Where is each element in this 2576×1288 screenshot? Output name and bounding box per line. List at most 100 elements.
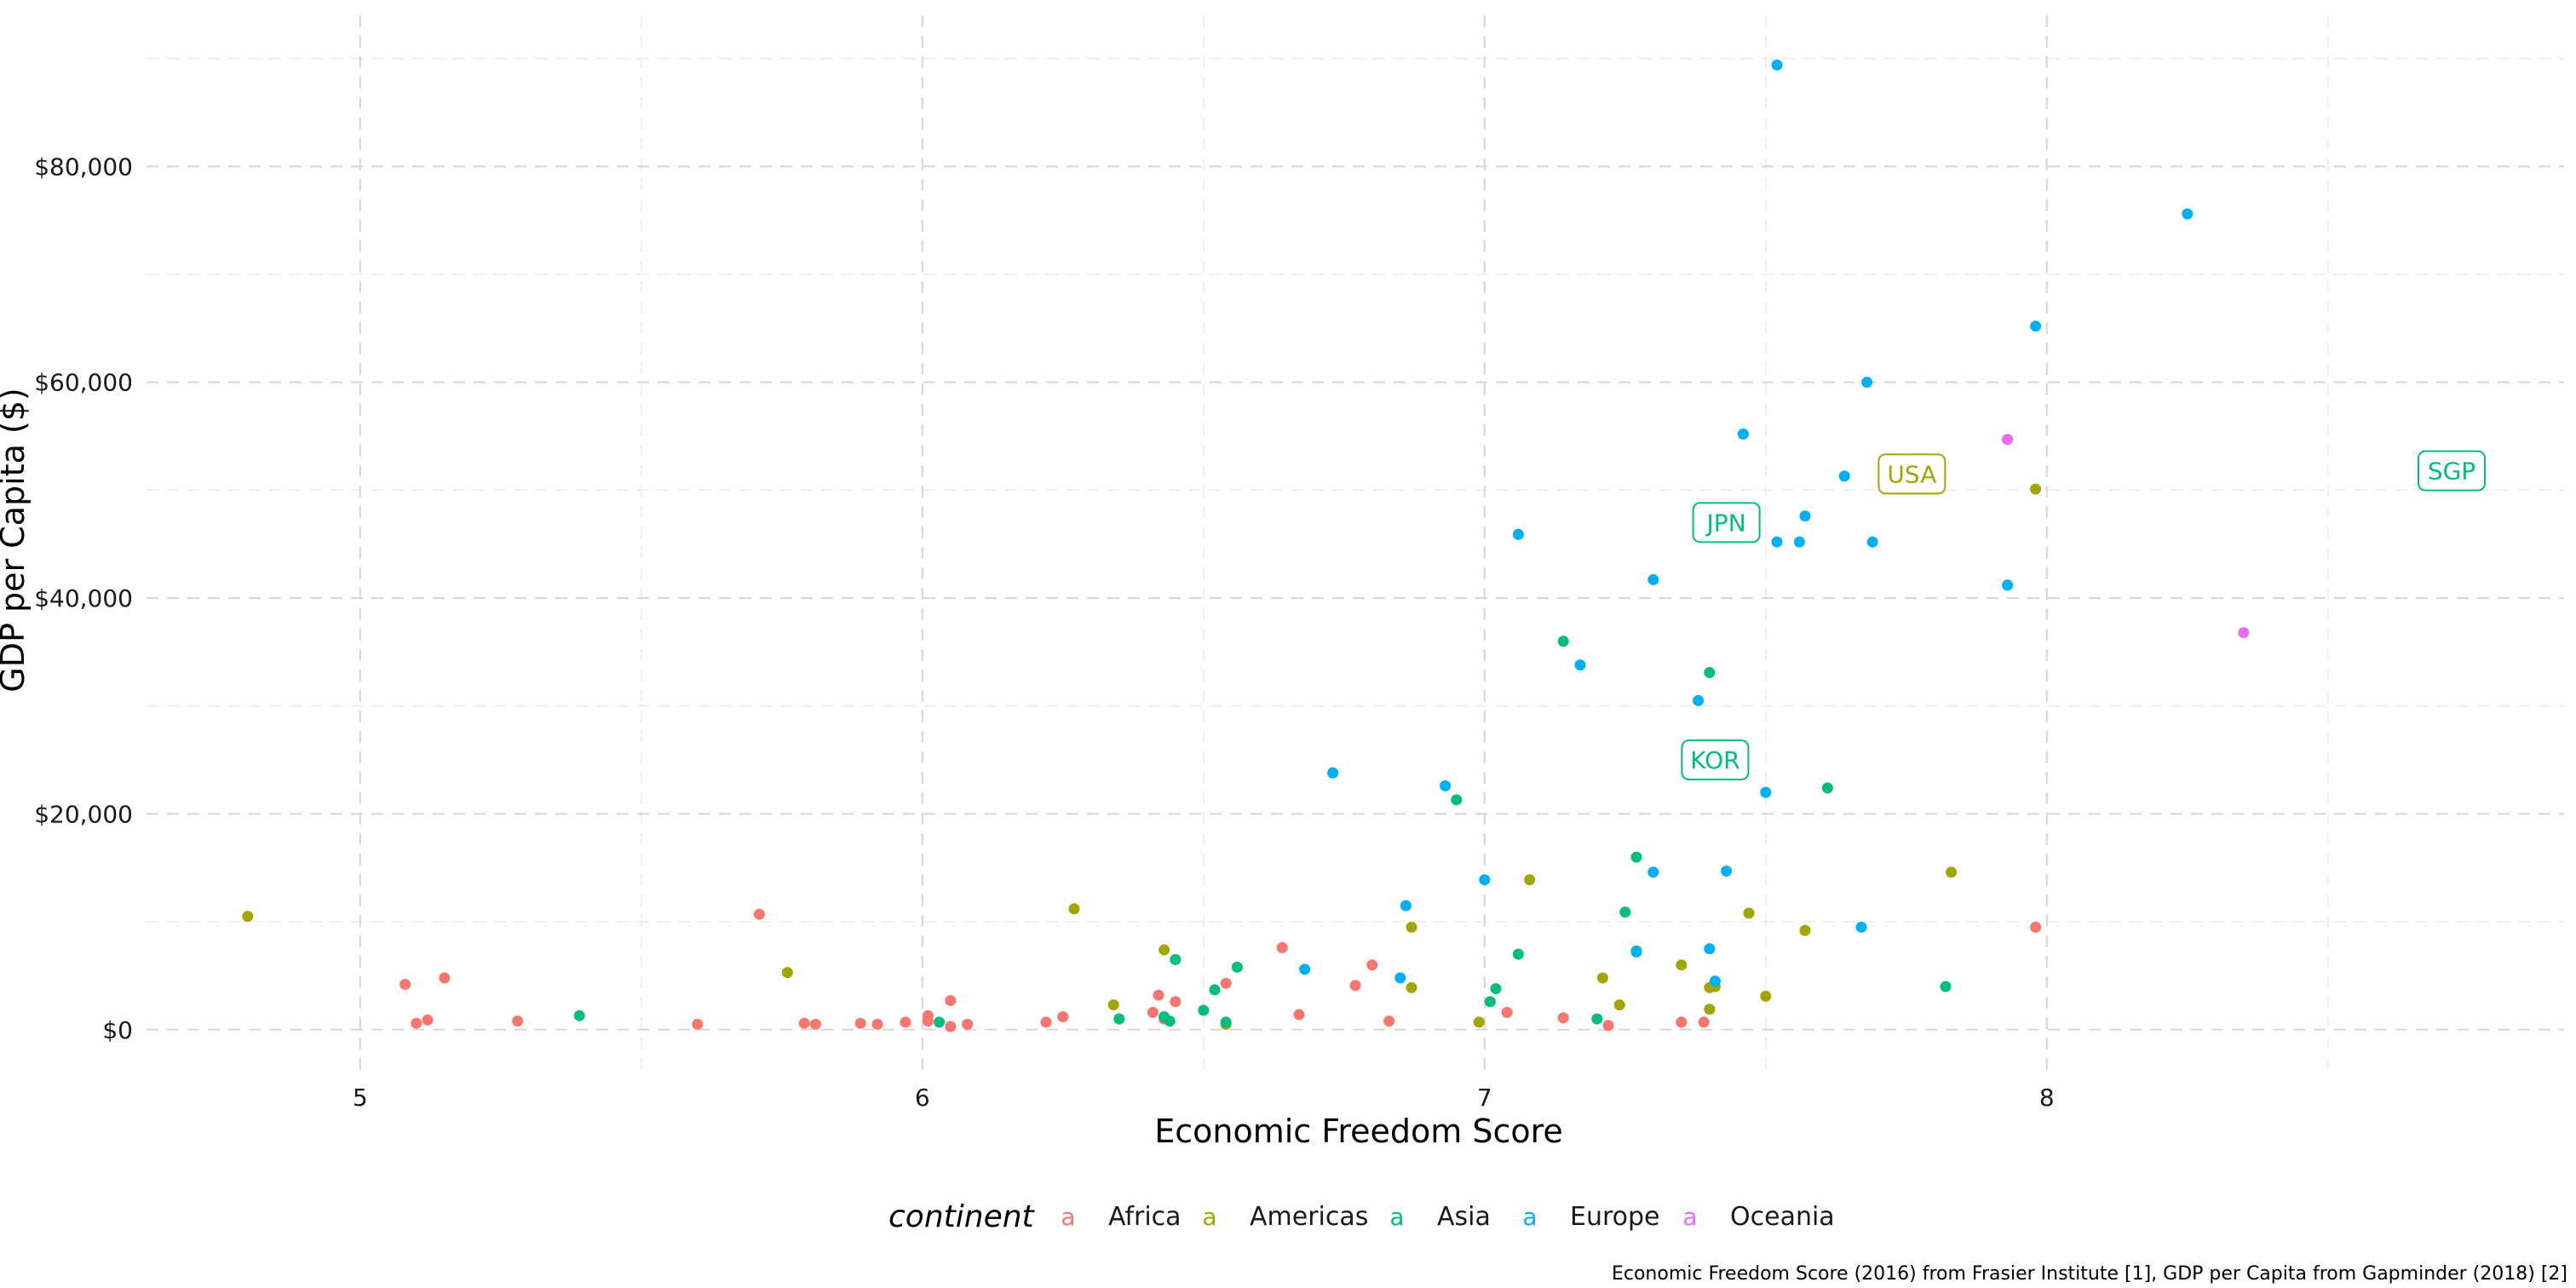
x-tick-label: 5 [353,1084,368,1112]
legend-item-asia: a Asia [1389,1202,1490,1232]
callout-label: SGP [2428,457,2475,486]
legend-item-americas: a Americas [1202,1202,1368,1232]
y-tick-label: $40,000 [34,584,133,612]
point-asia [1484,996,1496,1008]
point-americas [1107,999,1119,1011]
point-africa [1602,1020,1614,1032]
point-americas [1946,866,1958,878]
y-axis-title: GDP per Capita ($) [0,388,32,693]
point-oceania [2002,434,2014,446]
point-asia [1619,906,1631,918]
point-europe [1479,874,1491,886]
point-africa [400,979,411,991]
point-africa [1366,959,1378,971]
point-americas [781,967,793,979]
callout-box [1692,502,1761,543]
point-africa [1501,1007,1513,1019]
point-africa [809,1018,821,1030]
point-africa [798,1017,810,1029]
country-callouts: USA JPN KOR SGP [1681,450,2486,781]
point-africa [1698,1016,1710,1028]
point-europe [1793,536,1805,548]
point-europe [2030,320,2042,332]
point-africa [1220,977,1232,989]
point-africa [945,1021,957,1032]
legend-item-oceania: a Oceania [1682,1202,1834,1232]
point-americas [1068,903,1080,915]
data-points [242,59,2250,1032]
point-asia [1220,1016,1232,1028]
point-europe [1574,659,1586,671]
point-europe [1704,943,1716,955]
minor-gridlines [147,15,2564,1075]
legend-item-europe: a Europe [1522,1202,1659,1232]
point-africa [1170,996,1182,1008]
point-europe [1299,963,1311,975]
callout-box [1681,739,1750,781]
point-americas [1760,991,1772,1003]
point-europe [1647,866,1659,878]
point-africa [411,1017,423,1029]
point-africa [945,995,957,1007]
callout-jpn: JPN [1692,502,1761,543]
point-europe [1400,900,1412,911]
point-europe [1771,536,1783,548]
point-africa [1349,980,1361,992]
point-americas [1799,924,1811,936]
legend-title: continent [888,1199,1036,1234]
point-americas [1406,981,1417,993]
callout-box [1877,453,1946,495]
callout-box [2418,450,2486,492]
point-europe [1512,528,1524,540]
legend-key-americas: a [1202,1203,1216,1231]
legend-key-africa: a [1061,1203,1075,1231]
point-africa [1293,1009,1305,1021]
callout-label: JPN [1705,509,1746,537]
point-europe [1630,946,1642,958]
point-asia [1209,984,1221,996]
point-europe [1737,428,1749,440]
point-africa [1676,1016,1688,1028]
point-africa [1557,1012,1569,1024]
point-americas [1676,959,1688,971]
legend-label-europe: Europe [1570,1202,1660,1232]
point-africa [422,1014,434,1026]
point-africa [692,1018,704,1030]
callout-usa: USA [1877,453,1946,495]
point-africa [512,1015,524,1027]
point-asia [573,1009,585,1021]
point-americas [1596,972,1608,984]
point-americas [1159,944,1170,956]
x-axis-title: Economic Freedom Score [1154,1113,1563,1150]
point-asia [1821,782,1833,794]
legend-label-africa: Africa [1108,1202,1182,1232]
legend-label-asia: Asia [1437,1202,1491,1232]
y-tick-label: $60,000 [34,369,133,397]
y-axis-tick-labels: $0 $20,000 $40,000 $60,000 $80,000 [34,152,133,1044]
point-americas [1704,1003,1716,1015]
point-asia [1164,1015,1176,1027]
point-africa [922,1015,934,1027]
y-tick-label: $20,000 [34,800,133,828]
point-asia [1591,1013,1603,1025]
point-asia [1451,794,1463,806]
point-asia [1512,948,1524,960]
callout-sgp: SGP [2418,450,2486,492]
y-tick-label: $80,000 [34,152,133,181]
point-europe [1394,972,1406,984]
point-asia [1231,961,1243,973]
point-africa [1147,1007,1159,1019]
callout-label: KOR [1690,746,1739,774]
legend-key-europe: a [1522,1203,1537,1231]
point-asia [1170,953,1182,965]
point-asia [1630,851,1642,863]
point-europe [1760,786,1772,798]
point-asia [1490,983,1502,995]
legend-label-americas: Americas [1250,1202,1368,1232]
chart-caption: Economic Freedom Score (2016) from Frasi… [1612,1263,2567,1285]
point-africa [1383,1015,1395,1027]
point-africa [753,908,765,920]
legend: continent a Africa a Americas a Asia a Europe a O… [888,1199,1835,1234]
point-europe [1709,975,1721,987]
point-africa [900,1016,911,1028]
